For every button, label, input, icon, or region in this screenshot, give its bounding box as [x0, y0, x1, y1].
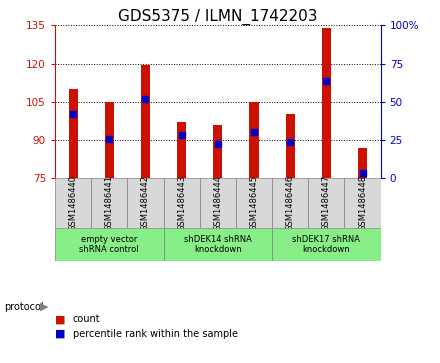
- Bar: [249, 102, 259, 178]
- Text: GSM1486445: GSM1486445: [249, 175, 258, 231]
- Bar: [322, 28, 331, 178]
- Bar: [358, 147, 367, 178]
- Text: count: count: [73, 314, 100, 325]
- Bar: [286, 114, 295, 178]
- Bar: [236, 178, 272, 228]
- Bar: [105, 102, 114, 178]
- Bar: [164, 178, 200, 228]
- Bar: [55, 178, 91, 228]
- Bar: [200, 178, 236, 228]
- Bar: [141, 65, 150, 178]
- Text: GSM1486448: GSM1486448: [358, 175, 367, 231]
- Text: shDEK14 shRNA
knockdown: shDEK14 shRNA knockdown: [184, 235, 252, 254]
- Text: GSM1486442: GSM1486442: [141, 175, 150, 231]
- Text: GSM1486443: GSM1486443: [177, 175, 186, 231]
- Bar: [272, 228, 381, 261]
- Text: percentile rank within the sample: percentile rank within the sample: [73, 329, 238, 339]
- Text: protocol: protocol: [4, 302, 44, 312]
- Title: GDS5375 / ILMN_1742203: GDS5375 / ILMN_1742203: [118, 9, 318, 25]
- Text: GSM1486441: GSM1486441: [105, 175, 114, 231]
- Text: empty vector
shRNA control: empty vector shRNA control: [80, 235, 139, 254]
- Text: ▶: ▶: [40, 302, 48, 312]
- Bar: [164, 228, 272, 261]
- Bar: [69, 89, 77, 178]
- Bar: [272, 178, 308, 228]
- Text: ■: ■: [55, 329, 66, 339]
- Bar: [345, 178, 381, 228]
- Bar: [177, 122, 186, 178]
- Text: shDEK17 shRNA
knockdown: shDEK17 shRNA knockdown: [292, 235, 360, 254]
- Bar: [308, 178, 345, 228]
- Text: GSM1486447: GSM1486447: [322, 175, 331, 231]
- Bar: [91, 178, 127, 228]
- Bar: [127, 178, 164, 228]
- Text: GSM1486440: GSM1486440: [69, 175, 77, 231]
- Text: GSM1486446: GSM1486446: [286, 175, 295, 231]
- Text: ■: ■: [55, 314, 66, 325]
- Text: GSM1486444: GSM1486444: [213, 175, 222, 231]
- Bar: [213, 125, 222, 178]
- Bar: [55, 228, 164, 261]
